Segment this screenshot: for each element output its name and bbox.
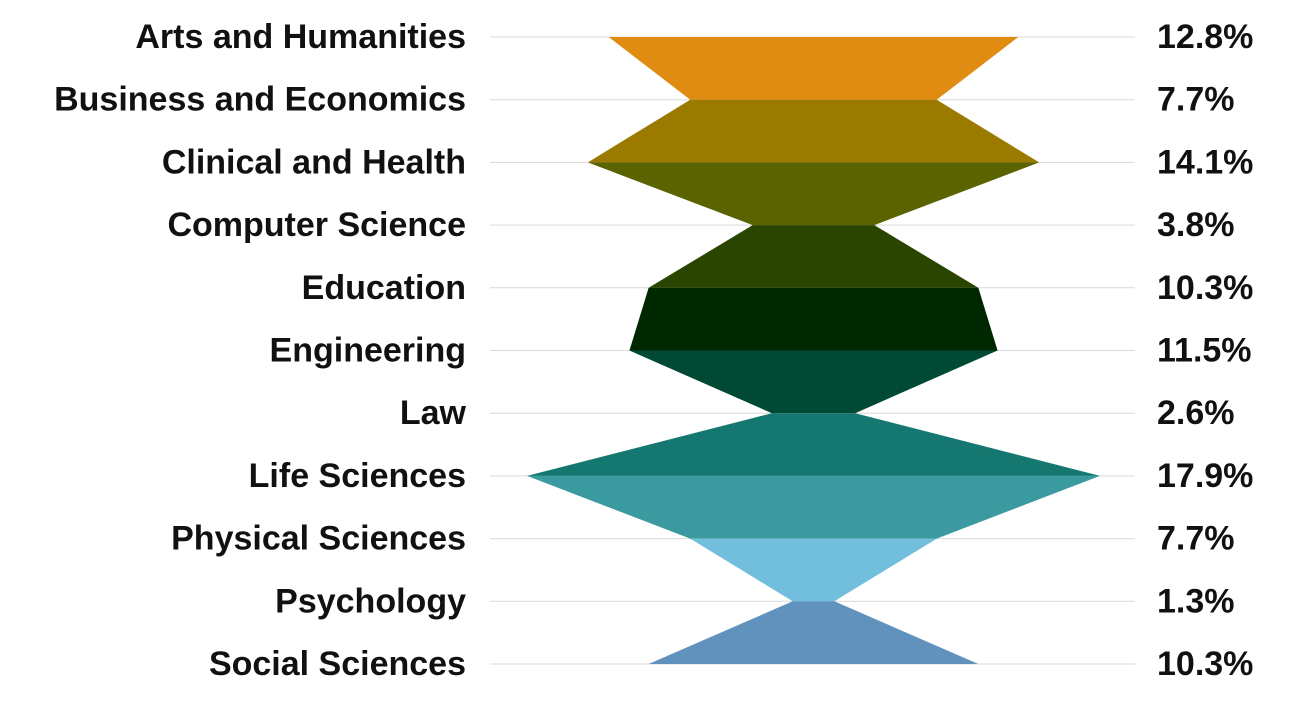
value-label: 2.6% — [1157, 394, 1235, 432]
category-label: Clinical and Health — [162, 143, 466, 181]
category-label: Engineering — [270, 331, 466, 369]
category-label: Arts and Humanities — [135, 18, 466, 56]
category-label: Computer Science — [167, 206, 466, 244]
funnel-segment — [690, 538, 937, 602]
funnel-segment — [648, 225, 979, 288]
funnel-segment — [587, 99, 1040, 163]
funnel-segment — [527, 413, 1100, 476]
funnel-segment — [648, 601, 979, 664]
value-label: 11.5% — [1157, 331, 1252, 369]
value-label: 3.8% — [1157, 206, 1235, 244]
category-label: Education — [302, 269, 466, 307]
category-label: Physical Sciences — [171, 520, 466, 558]
funnel-segment — [629, 350, 998, 414]
value-label: 7.7% — [1157, 81, 1235, 119]
funnel-segment — [527, 475, 1100, 539]
funnel-segment — [608, 37, 1019, 100]
value-label: 10.3% — [1157, 645, 1253, 683]
value-label: 7.7% — [1157, 520, 1235, 558]
category-label: Law — [400, 394, 467, 432]
category-label: Social Sciences — [209, 645, 466, 683]
funnel-segment — [587, 162, 1040, 226]
category-label: Business and Economics — [54, 81, 466, 119]
value-label: 14.1% — [1157, 143, 1253, 181]
funnel-segment — [629, 287, 998, 351]
value-label: 17.9% — [1157, 457, 1253, 495]
category-label: Psychology — [275, 582, 466, 620]
value-label: 10.3% — [1157, 269, 1253, 307]
value-label: 12.8% — [1157, 18, 1253, 56]
category-label: Life Sciences — [249, 457, 466, 495]
value-label: 1.3% — [1157, 582, 1235, 620]
